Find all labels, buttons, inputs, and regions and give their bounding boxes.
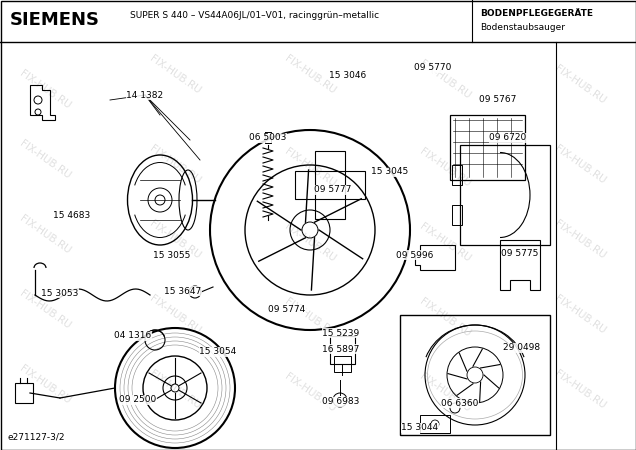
Text: FIX-HUB.RU: FIX-HUB.RU (418, 147, 473, 189)
Text: FIX-HUB.RU: FIX-HUB.RU (283, 147, 337, 189)
Bar (460, 145, 550, 245)
Bar (330, 336, 355, 364)
Text: 15 5239: 15 5239 (322, 328, 359, 338)
Text: 29 0498: 29 0498 (504, 343, 541, 352)
Bar (295, 171, 365, 199)
Text: FIX-HUB.RU: FIX-HUB.RU (283, 222, 337, 264)
Text: 09 5767: 09 5767 (480, 95, 516, 104)
Text: FIX-HUB.RU: FIX-HUB.RU (18, 364, 73, 406)
Text: 09 5774: 09 5774 (268, 306, 306, 315)
Text: FIX-HUB.RU: FIX-HUB.RU (283, 372, 337, 414)
Text: SIEMENS: SIEMENS (10, 11, 100, 29)
Text: 15 3046: 15 3046 (329, 71, 366, 80)
Text: 04 1316: 04 1316 (114, 332, 151, 341)
Bar (420, 415, 450, 433)
Text: 15 3044: 15 3044 (401, 423, 439, 432)
Text: FIX-HUB.RU: FIX-HUB.RU (418, 59, 473, 101)
Text: FIX-HUB.RU: FIX-HUB.RU (553, 64, 607, 106)
Text: FIX-HUB.RU: FIX-HUB.RU (553, 294, 607, 336)
Text: 09 6720: 09 6720 (489, 134, 527, 143)
Text: 06 5003: 06 5003 (249, 134, 287, 143)
Bar (400, 315, 550, 435)
Text: FIX-HUB.RU: FIX-HUB.RU (18, 139, 73, 181)
Text: 15 3053: 15 3053 (41, 288, 79, 297)
Text: 15 3647: 15 3647 (164, 287, 202, 296)
Text: SUPER S 440 – VS44A06JL/01–V01, racinggrün–metallic: SUPER S 440 – VS44A06JL/01–V01, racinggr… (130, 12, 379, 21)
Text: 15 4683: 15 4683 (53, 211, 90, 220)
Text: FIX-HUB.RU: FIX-HUB.RU (283, 54, 337, 96)
Text: Bodenstaubsauger: Bodenstaubsauger (480, 22, 565, 32)
Bar (334, 356, 351, 372)
Text: 06 6360: 06 6360 (441, 399, 479, 408)
Text: 14 1382: 14 1382 (127, 90, 163, 99)
Text: FIX-HUB.RU: FIX-HUB.RU (553, 369, 607, 411)
Text: FIX-HUB.RU: FIX-HUB.RU (18, 69, 73, 111)
Text: FIX-HUB.RU: FIX-HUB.RU (418, 222, 473, 264)
Bar (315, 151, 345, 219)
Text: FIX-HUB.RU: FIX-HUB.RU (18, 214, 73, 256)
Text: FIX-HUB.RU: FIX-HUB.RU (418, 297, 473, 339)
Text: FIX-HUB.RU: FIX-HUB.RU (553, 144, 607, 186)
Text: FIX-HUB.RU: FIX-HUB.RU (283, 297, 337, 339)
Text: 15 3055: 15 3055 (153, 251, 191, 260)
Text: 09 5770: 09 5770 (414, 63, 452, 72)
Bar (452, 205, 462, 225)
Text: e271127-3/2: e271127-3/2 (8, 433, 66, 442)
Text: FIX-HUB.RU: FIX-HUB.RU (553, 219, 607, 261)
Bar (15, 383, 33, 403)
Text: 09 2500: 09 2500 (120, 396, 156, 405)
Bar (452, 165, 462, 185)
Text: 09 6983: 09 6983 (322, 397, 360, 406)
Text: 16 5897: 16 5897 (322, 345, 360, 354)
Text: 15 3054: 15 3054 (199, 347, 237, 356)
Text: FIX-HUB.RU: FIX-HUB.RU (148, 54, 202, 96)
Text: FIX-HUB.RU: FIX-HUB.RU (148, 144, 202, 186)
Text: FIX-HUB.RU: FIX-HUB.RU (418, 372, 473, 414)
Text: FIX-HUB.RU: FIX-HUB.RU (148, 369, 202, 411)
Text: FIX-HUB.RU: FIX-HUB.RU (148, 294, 202, 336)
Text: 09 5775: 09 5775 (501, 248, 539, 257)
Text: BODENPFLEGEGERÄTE: BODENPFLEGEGERÄTE (480, 9, 593, 18)
Text: 15 3045: 15 3045 (371, 167, 408, 176)
Text: 09 5996: 09 5996 (396, 251, 434, 260)
Text: 09 5777: 09 5777 (314, 185, 352, 194)
Bar (450, 115, 525, 180)
Text: FIX-HUB.RU: FIX-HUB.RU (148, 219, 202, 261)
Text: FIX-HUB.RU: FIX-HUB.RU (18, 289, 73, 331)
